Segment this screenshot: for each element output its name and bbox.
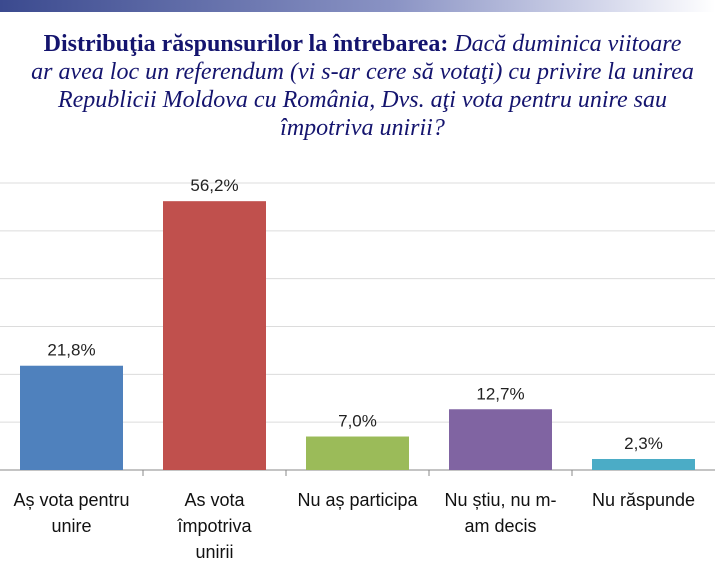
category-label: împotriva bbox=[176, 516, 252, 536]
data-label: 21,8% bbox=[47, 341, 95, 360]
category-label: unire bbox=[51, 516, 91, 536]
category-label: Aș vota pentru bbox=[13, 490, 129, 510]
title-question: Dacă duminica viitoare ar avea loc un re… bbox=[31, 31, 694, 141]
category-label: Nu știu, nu m- bbox=[444, 490, 556, 510]
chart-title: Distribuţia răspunsurilor la întrebarea:… bbox=[30, 30, 695, 142]
x-axis bbox=[142, 470, 573, 476]
bar bbox=[306, 436, 409, 470]
value-labels: 21,8% 56,2% 7,0% 12,7% 2,3% bbox=[47, 176, 662, 453]
bar bbox=[592, 458, 695, 470]
data-label: 12,7% bbox=[476, 384, 524, 403]
title-lead: Distribuţia răspunsurilor la întrebarea: bbox=[43, 31, 449, 57]
category-label: unirii bbox=[195, 542, 233, 562]
bar bbox=[163, 201, 266, 470]
category-label: am decis bbox=[464, 516, 536, 536]
data-label: 2,3% bbox=[624, 434, 663, 453]
category-label: As vota bbox=[184, 490, 245, 510]
category-labels: Aș vota pentru unire As vota împotriva uniri… bbox=[13, 490, 695, 562]
bar bbox=[449, 409, 552, 470]
bar bbox=[20, 365, 123, 470]
category-label: Nu răspunde bbox=[592, 490, 695, 510]
data-label: 56,2% bbox=[190, 176, 238, 195]
bars bbox=[20, 201, 695, 470]
data-label: 7,0% bbox=[338, 412, 377, 431]
header-accent-bar bbox=[0, 0, 715, 12]
category-label: Nu aș participa bbox=[297, 490, 418, 510]
